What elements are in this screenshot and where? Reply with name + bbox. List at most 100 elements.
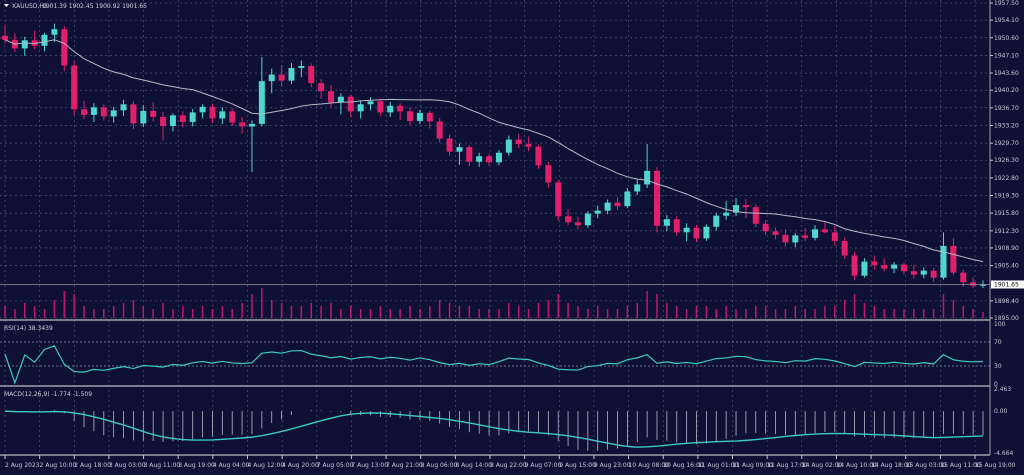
price-label: 1954.10 [994, 17, 1019, 24]
candle [594, 205, 601, 219]
candle-body [584, 213, 591, 226]
candle [456, 143, 463, 165]
candle-body [407, 111, 414, 121]
candle [772, 227, 779, 240]
candle [495, 150, 502, 166]
candle-body [357, 104, 364, 112]
candle-body [140, 110, 147, 124]
time-label: 15 Aug 03:00 [906, 462, 947, 469]
candle-body [871, 261, 878, 266]
candle-body [654, 170, 660, 226]
macd-axis-label: 2.463 [994, 386, 1011, 393]
candle-body [555, 182, 562, 217]
price-label: 1915.80 [994, 210, 1019, 217]
candle-body [278, 74, 285, 81]
candle [229, 108, 236, 126]
candle [377, 98, 384, 117]
candle-body [802, 235, 809, 238]
candle-body [673, 219, 680, 233]
candle-body [703, 226, 710, 239]
price-label: 1943.60 [994, 70, 1019, 77]
candle-body [772, 231, 779, 235]
candle [634, 178, 641, 196]
candle [308, 63, 315, 88]
time-label: 3 Aug 03:00 [109, 462, 146, 469]
price-label: 1947.10 [994, 52, 1019, 59]
time-label: 4 Aug 20:00 [282, 462, 319, 469]
candle-body [100, 107, 107, 117]
candle [574, 216, 581, 230]
candle-body [189, 112, 196, 122]
candle-body [644, 170, 651, 185]
candlesticks [2, 23, 986, 289]
candle [268, 68, 275, 94]
time-label: 2 Aug 10:00 [40, 462, 77, 469]
candle-body [515, 139, 522, 145]
candle-body [525, 144, 532, 147]
time-label: 4 Aug 04:00 [213, 462, 250, 469]
candle [910, 265, 917, 279]
candle-body [110, 110, 117, 117]
candle-body [71, 65, 78, 110]
rsi-axis-label: 100 [994, 321, 1006, 328]
candle-body [565, 216, 572, 223]
candle [446, 134, 453, 156]
rsi-line [4, 345, 984, 385]
candle-body [160, 116, 167, 126]
candle-body [61, 29, 68, 66]
candle [555, 179, 562, 221]
candle-body [762, 223, 769, 232]
rsi-axis-label: 0 [994, 381, 998, 388]
candle [584, 211, 591, 228]
candle-body [397, 105, 404, 112]
candle [614, 197, 621, 211]
candle-body [851, 255, 858, 276]
candle-body [723, 212, 730, 216]
candle-body [179, 115, 186, 122]
time-label: 11 Aug 17:00 [767, 462, 808, 469]
candle [318, 79, 325, 99]
candle-body [486, 156, 493, 163]
price-label: 1919.30 [994, 193, 1019, 200]
candle [278, 64, 285, 87]
time-label: 8 Aug 06:00 [421, 462, 458, 469]
candle-body [812, 229, 819, 238]
rsi-label: RSI(14) 38.3439 [4, 325, 53, 332]
time-label: 14 Aug 02:00 [802, 462, 843, 469]
candle [861, 258, 868, 278]
candle [920, 267, 927, 279]
candle-body [881, 265, 888, 269]
candle-body [891, 264, 898, 269]
rsi-pane [0, 341, 990, 385]
candle [525, 136, 532, 152]
price-label: 1933.20 [994, 122, 1019, 129]
candle [71, 60, 78, 116]
candle [466, 145, 473, 167]
candle [604, 199, 611, 215]
time-label: 14 Aug 10:00 [836, 462, 877, 469]
candle [248, 120, 255, 172]
candle [120, 99, 127, 116]
candle [821, 220, 828, 234]
candle [752, 204, 759, 228]
candle-body [248, 123, 255, 127]
candle-body [328, 91, 334, 103]
candle-body [41, 34, 48, 46]
time-label: 3 Aug 19:00 [178, 462, 215, 469]
candle [515, 133, 522, 149]
candle [160, 112, 167, 141]
time-label: 14 Aug 18:00 [871, 462, 912, 469]
candle-body [713, 215, 720, 227]
candle-body [21, 40, 28, 49]
time-label: 7 Aug 13:00 [351, 462, 388, 469]
current-price-tag [991, 280, 1024, 289]
candle [673, 216, 680, 236]
candle [239, 116, 246, 134]
collapse-triangle-icon[interactable] [4, 4, 9, 7]
candle [624, 187, 631, 209]
ohlc-readout: 1901.39 1902.45 1900.92 1901.65 [42, 3, 147, 10]
price-label: 1922.80 [994, 175, 1019, 182]
candle [11, 33, 18, 52]
